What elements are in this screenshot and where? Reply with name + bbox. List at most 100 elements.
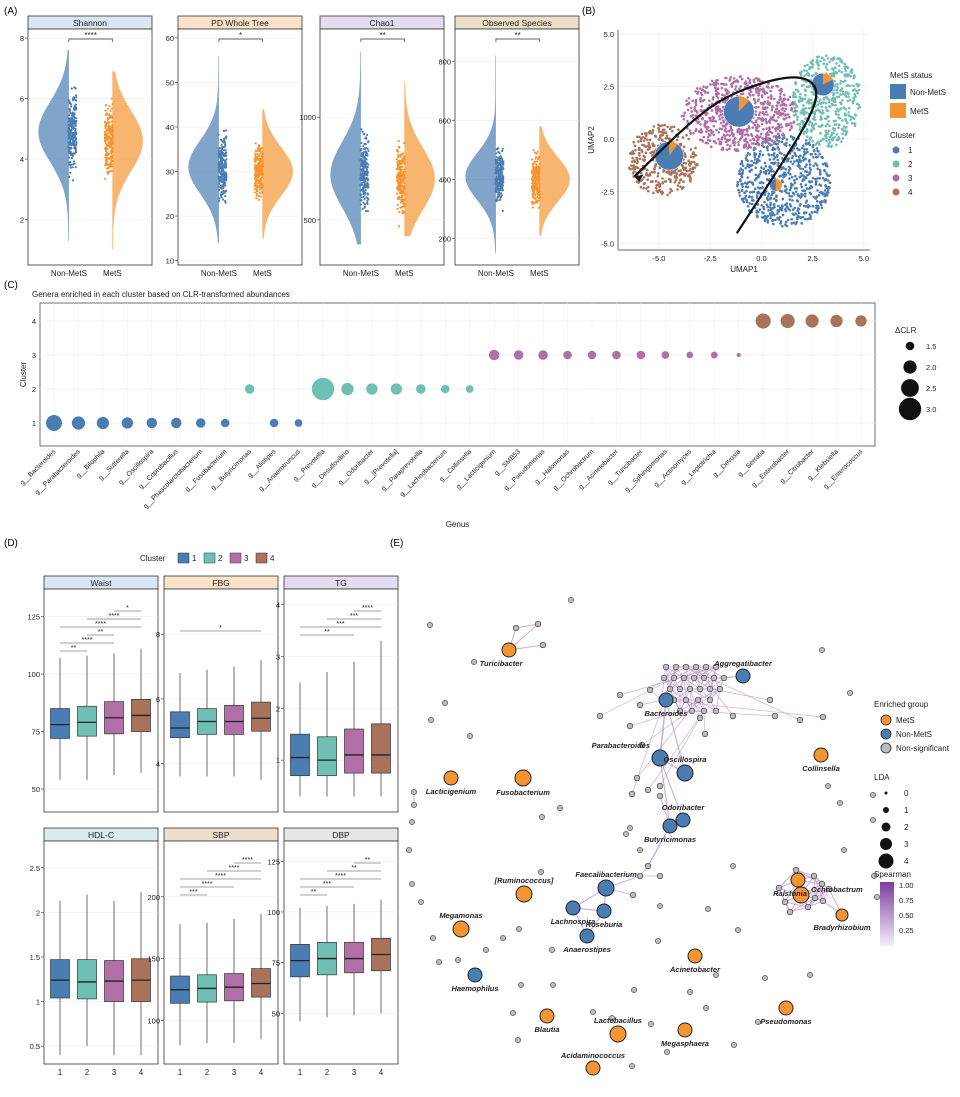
jitter-point [360,141,363,145]
jitter-point [70,105,73,108]
umap-point [769,214,772,217]
jitter-point [104,137,107,140]
jitter-point [536,190,539,193]
jitter-point [363,179,366,182]
umap-point [645,187,648,190]
umap-point [651,128,655,132]
jitter-point [108,130,111,133]
umap-point [808,216,811,220]
node-nonsignificant [690,674,698,682]
node-label: Bacteroides [645,709,688,718]
umap-point [702,88,705,92]
umap-point [858,106,862,109]
umap-point [848,98,852,102]
node-nonsignificant [534,620,542,628]
umap-point [633,160,637,164]
umap-point [821,137,825,141]
jitter-point [223,146,226,149]
jitter-point [73,116,77,119]
legend-label: 1 [904,806,909,815]
umap-point [777,161,780,165]
jitter-point [107,125,111,128]
umap-point [821,162,825,166]
umap-point [833,97,837,100]
jitter-point [218,150,221,153]
umap-point [799,172,803,175]
umap-point [709,145,713,149]
umap-point [797,148,800,151]
jitter-point [367,163,370,166]
umap-point [688,129,692,132]
umap-point [812,195,816,199]
umap-point [828,186,831,190]
umap-point [719,121,723,125]
y-tick-label: 4 [276,601,280,610]
dot-mark [830,314,843,328]
umap-point [733,148,737,151]
sig-label: ** [365,857,371,864]
umap-point [654,186,658,190]
umap-point [766,138,770,142]
umap-point [798,175,802,178]
node-label: Faecalibacterium [575,870,637,879]
umap-point [718,108,722,111]
jitter-point [255,197,258,200]
node-nonsignificant [729,712,737,720]
node-nonsignificant [682,696,690,704]
umap-point [643,136,647,140]
node-mets [687,948,703,964]
dot-mark [416,384,426,394]
umap-point [658,134,662,137]
umap-point [759,170,763,173]
umap-point [812,115,816,119]
umap-point [726,133,729,137]
umap-point [817,194,821,197]
umap-point [842,106,846,109]
jitter-point [496,177,499,180]
jitter-point [366,170,369,173]
x-tick-label: 2.5 [807,254,817,263]
jitter-point [494,190,497,193]
umap-point [679,169,682,172]
jitter-point [399,154,402,157]
umap-point [764,110,768,114]
jitter-point [104,104,108,107]
umap-point [798,100,801,104]
umap-point [809,61,813,64]
jitter-point [403,162,406,165]
umap-point [631,156,634,160]
jitter-point [366,154,369,157]
y-axis-label: UMAP2 [587,126,596,154]
umap-point [753,101,757,105]
jitter-point [534,172,537,175]
jitter-point [72,99,75,102]
umap-point [803,217,807,221]
umap-point [789,182,793,185]
jitter-point [497,189,501,192]
umap-point [825,164,829,168]
umap-point [712,124,716,128]
umap-point [789,135,793,138]
umap-point [818,131,822,135]
umap-point [824,129,828,133]
umap-point [727,147,731,151]
umap-point [807,187,811,190]
umap-point [782,176,785,179]
node-nonsignificant [687,989,693,995]
node-nonsignificant [819,897,827,905]
jitter-point [360,128,363,131]
jitter-point [399,176,402,179]
node-nonsignificant [467,733,473,739]
umap-point [747,143,751,147]
umap-point [764,217,767,221]
umap-point [722,83,726,86]
jitter-point [396,197,400,201]
umap-point [855,89,858,93]
jitter-point [256,153,259,156]
umap-point [656,190,660,194]
jitter-point [359,149,362,152]
jitter-point [532,149,535,152]
umap-point [810,186,814,189]
jitter-point [403,155,406,158]
umap-point [830,97,834,101]
